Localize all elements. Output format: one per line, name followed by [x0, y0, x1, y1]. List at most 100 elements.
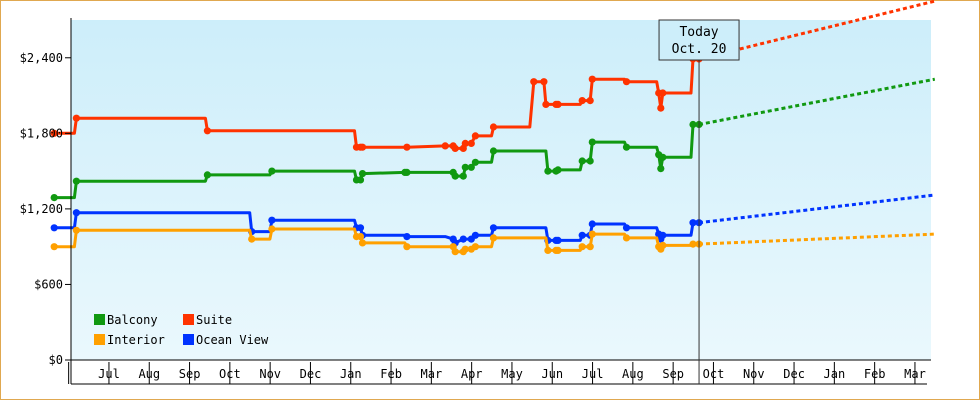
data-point-balcony	[588, 138, 596, 146]
data-point-balcony	[471, 158, 479, 166]
data-point-ocean-view	[554, 236, 562, 244]
x-tick-label: Mar	[904, 367, 926, 381]
data-point-suite	[467, 139, 475, 147]
today-label: Today	[679, 25, 718, 40]
x-tick-label: Sep	[179, 367, 201, 381]
plot-background	[71, 20, 931, 360]
data-point-suite	[588, 75, 596, 83]
data-point-interior	[659, 241, 667, 249]
data-point-suite	[622, 78, 631, 86]
data-point-ocean-view	[403, 233, 411, 241]
data-point-balcony	[403, 168, 411, 176]
forecast-line-suite	[698, 0, 936, 61]
data-point-suite	[578, 97, 586, 105]
x-tick-label: Jan	[340, 367, 362, 381]
x-tick-label: Nov	[743, 367, 765, 381]
data-point-suite	[657, 104, 665, 112]
legend-swatch-suite	[183, 314, 194, 325]
data-point-ocean-view	[268, 216, 276, 224]
forecast-line-balcony	[698, 77, 936, 126]
data-point-interior	[248, 235, 256, 243]
x-tick-label: May	[501, 367, 523, 381]
data-point-balcony	[467, 163, 475, 171]
data-point-interior	[622, 234, 631, 242]
data-point-suite	[451, 144, 459, 152]
data-point-interior	[403, 243, 411, 251]
data-point-balcony	[203, 171, 211, 179]
data-point-interior	[50, 243, 58, 251]
data-point-ocean-view	[588, 220, 596, 228]
data-point-interior	[586, 243, 594, 251]
forecast-line-ocean-view	[698, 193, 935, 225]
data-point-interior	[461, 245, 469, 253]
data-point-balcony	[459, 172, 467, 180]
data-point-ocean-view	[72, 209, 80, 217]
data-point-interior	[358, 239, 367, 247]
data-point-suite	[586, 97, 594, 105]
data-point-balcony	[578, 157, 586, 165]
data-point-interior	[471, 243, 479, 251]
forecast-line-interior	[698, 232, 935, 246]
data-point-balcony	[554, 166, 562, 174]
today-callout-box	[658, 19, 740, 61]
data-point-suite	[659, 89, 667, 97]
data-point-ocean-view	[578, 231, 586, 239]
x-tick-label: Jul	[98, 367, 120, 381]
data-point-ocean-view	[689, 219, 697, 227]
x-tick-label: Aug	[138, 367, 160, 381]
y-tick-label: $1,200	[20, 202, 63, 216]
data-point-balcony	[356, 176, 365, 184]
data-point-suite	[530, 78, 538, 86]
x-tick-label: Jun	[541, 367, 563, 381]
data-point-balcony	[461, 163, 469, 171]
y-tick-label: $1,800	[20, 126, 63, 140]
data-point-balcony	[657, 165, 665, 173]
x-tick-label: Oct	[703, 367, 725, 381]
data-point-ocean-view	[659, 231, 667, 239]
data-point-balcony	[358, 170, 367, 178]
legend-label-suite: Suite	[196, 313, 232, 327]
series-line-ocean-view	[54, 211, 699, 245]
data-point-ocean-view	[50, 224, 58, 232]
data-point-ocean-view	[356, 224, 365, 232]
data-point-ocean-view	[622, 224, 631, 232]
y-tick-label: $0	[49, 353, 63, 367]
x-tick-label: Apr	[461, 367, 483, 381]
y-tick-label: $2,400	[20, 51, 63, 65]
data-point-balcony	[622, 143, 631, 151]
x-tick-label: Jul	[582, 367, 604, 381]
data-point-balcony	[659, 153, 667, 161]
y-tick-label: $600	[34, 277, 63, 291]
legend-label-ocean-view: Ocean View	[196, 333, 269, 347]
data-point-interior	[72, 226, 80, 234]
data-point-suite	[471, 132, 479, 140]
data-point-interior	[489, 234, 498, 242]
today-marker: Today Oct. 20	[658, 19, 740, 384]
data-point-suite	[403, 143, 411, 151]
x-tick-label: Mar	[421, 367, 443, 381]
data-point-suite	[540, 78, 548, 86]
data-point-interior	[356, 233, 365, 241]
data-point-suite	[542, 100, 550, 108]
today-date-label: Oct. 20	[672, 42, 727, 57]
data-point-balcony	[72, 177, 80, 185]
data-point-suite	[441, 142, 449, 150]
x-tick-label: Nov	[259, 367, 281, 381]
data-point-suite	[50, 129, 58, 137]
x-tick-label: Jan	[824, 367, 846, 381]
data-point-balcony	[489, 147, 498, 155]
data-point-balcony	[451, 172, 459, 180]
legend-swatch-balcony	[94, 314, 105, 325]
data-point-suite	[72, 114, 80, 122]
data-point-suite	[489, 123, 498, 131]
data-point-balcony	[50, 194, 58, 202]
data-point-interior	[554, 246, 562, 254]
data-point-interior	[268, 225, 276, 233]
axis-layer: $0 $600 $1,200 $1,800 $2,400 Jul Aug Sep Oct Nov D…	[20, 18, 931, 385]
data-point-ocean-view	[489, 224, 498, 232]
legend-label-balcony: Balcony	[107, 313, 158, 327]
x-tick-label: Dec	[783, 367, 805, 381]
data-point-suite	[554, 100, 562, 108]
data-point-suite	[358, 143, 367, 151]
